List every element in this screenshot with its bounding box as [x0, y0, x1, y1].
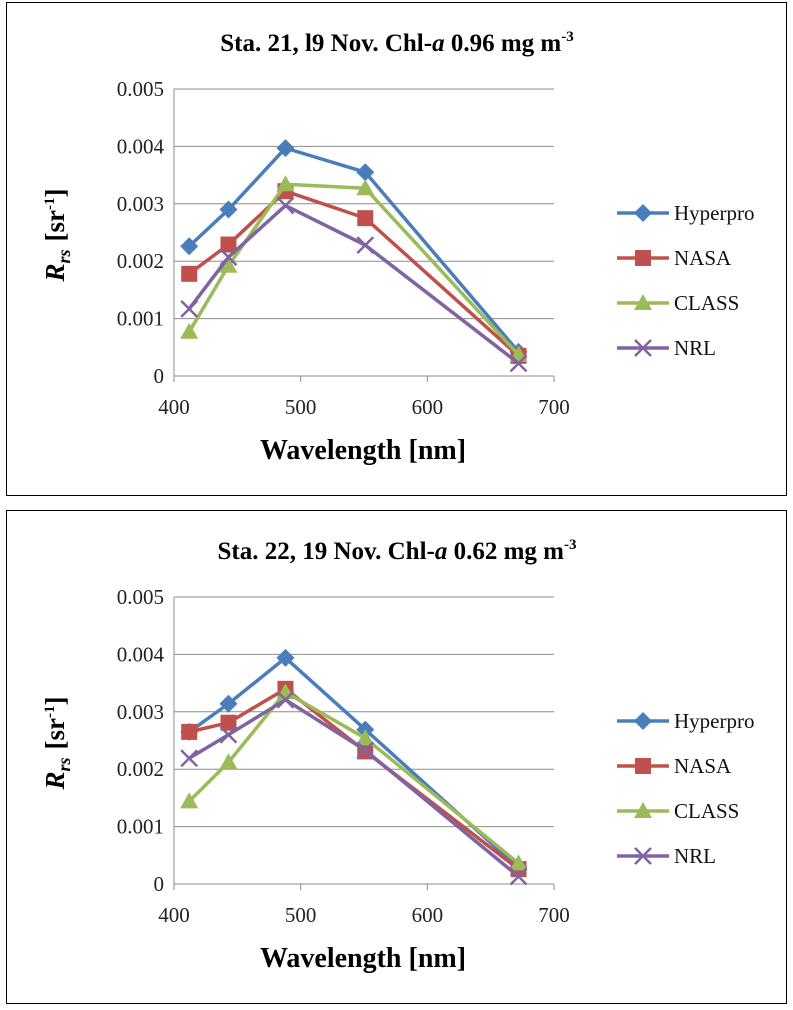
legend-marker-hyperpro	[634, 204, 652, 222]
y-axis-label: Rrs[sr-1]	[40, 696, 74, 790]
y-tick-label: 0.001	[117, 307, 164, 331]
chart-panel-sta22: Sta. 22, 19 Nov. Chl-a 0.62 mg m-3 0 0.00…	[6, 510, 787, 1004]
series-line-nasa	[188, 687, 520, 871]
data-point-hyperpro	[276, 139, 295, 158]
legend-entry-hyperpro: Hyperpro	[674, 709, 754, 733]
y-tick-label: 0.005	[117, 77, 164, 101]
y-tick-label: 0.002	[117, 249, 164, 273]
y-tick-label: 0.003	[117, 700, 164, 724]
legend-marker-hyperpro	[634, 712, 652, 730]
series-line-nrl	[187, 203, 520, 365]
chart-svg: Sta. 22, 19 Nov. Chl-a 0.62 mg m-3 0 0.00…	[40, 537, 754, 974]
data-point-nrl	[276, 196, 295, 215]
legend-entry-nasa: NASA	[674, 246, 732, 270]
series-line-nrl	[188, 697, 520, 878]
data-point-hyperpro	[219, 694, 238, 713]
legend-entry-nasa: NASA	[674, 754, 732, 778]
x-axis-label: Wavelength [nm]	[260, 943, 466, 974]
y-tick-label: 0.004	[117, 642, 165, 666]
data-point-nasa	[181, 723, 198, 740]
data-point-nrl	[356, 236, 375, 255]
series-line-nasa	[188, 189, 520, 358]
data-point-nasa	[357, 210, 374, 227]
data-point-nrl	[509, 867, 528, 886]
data-point-class	[356, 179, 375, 196]
x-tick-label: 700	[538, 395, 570, 419]
data-point-class	[219, 256, 238, 273]
data-point-class	[180, 322, 199, 339]
data-point-class	[180, 792, 199, 809]
chart-panel-sta21: Sta. 21, l9 Nov. Chl-a 0.96 mg m-3 0 0.00…	[6, 2, 787, 496]
x-tick-label: 500	[285, 395, 317, 419]
legend-entry-nrl: NRL	[674, 336, 716, 360]
legend-entry-class: CLASS	[674, 799, 739, 823]
x-tick-label: 600	[412, 903, 444, 927]
data-point-hyperpro	[180, 237, 199, 256]
legend-marker-nasa	[635, 250, 651, 266]
y-tick-label: 0.004	[117, 134, 165, 158]
data-point-class	[276, 175, 295, 192]
x-tick-label: 400	[158, 395, 190, 419]
legend-marker-nasa	[635, 758, 651, 774]
legend-entry-hyperpro: Hyperpro	[674, 201, 754, 225]
data-point-nrl	[509, 354, 528, 373]
y-tick-label: 0.002	[117, 757, 164, 781]
y-tick-label: 0.001	[117, 815, 164, 839]
y-tick-label: 0.005	[117, 585, 164, 609]
legend-marker-class	[634, 294, 652, 310]
series-line-class	[187, 182, 520, 356]
x-tick-label: 500	[285, 903, 317, 927]
y-tick-label: 0	[154, 364, 165, 388]
data-point-nrl	[356, 741, 375, 760]
y-tick-label: 0	[154, 872, 165, 896]
legend-entry-class: CLASS	[674, 291, 739, 315]
data-point-hyperpro	[276, 648, 295, 667]
legend: Hyperpro NASA CLASS NRL	[617, 709, 754, 868]
y-axis-label: Rrs[sr-1]	[40, 188, 74, 282]
data-point-nrl	[219, 248, 238, 267]
data-point-hyperpro	[356, 163, 375, 182]
legend: Hyperpro NASA CLASS NRL	[617, 201, 754, 360]
x-axis-label: Wavelength [nm]	[260, 435, 466, 466]
data-point-nasa	[220, 236, 237, 253]
chart-title: Sta. 21, l9 Nov. Chl-a 0.96 mg m-3	[220, 29, 574, 57]
chart-svg: Sta. 21, l9 Nov. Chl-a 0.96 mg m-3 0 0.00…	[40, 29, 754, 466]
chart-title: Sta. 22, 19 Nov. Chl-a 0.62 mg m-3	[217, 537, 576, 565]
y-tick-label: 0.003	[117, 192, 164, 216]
legend-marker-class	[634, 802, 652, 818]
plot-area: 0 0.001 0.002 0.003 0.004 0.005 400 500 600 700	[117, 77, 570, 419]
data-point-nasa	[181, 265, 198, 282]
data-point-nrl	[219, 725, 238, 744]
x-tick-label: 400	[158, 903, 190, 927]
data-point-nrl	[180, 299, 199, 318]
data-point-hyperpro	[219, 200, 238, 219]
x-tick-label: 600	[412, 395, 444, 419]
x-tick-label: 700	[538, 903, 570, 927]
data-point-class	[509, 854, 528, 871]
legend-marker-nrl	[634, 847, 652, 865]
plot-area: 0 0.001 0.002 0.003 0.004 0.005 400 500 600 700	[117, 585, 570, 927]
legend-entry-nrl: NRL	[674, 844, 716, 868]
data-point-nrl	[180, 749, 199, 768]
data-point-nrl	[276, 690, 295, 709]
legend-marker-nrl	[634, 339, 652, 357]
data-point-class	[219, 753, 238, 770]
data-point-nasa	[220, 714, 237, 731]
data-point-class	[356, 729, 375, 746]
